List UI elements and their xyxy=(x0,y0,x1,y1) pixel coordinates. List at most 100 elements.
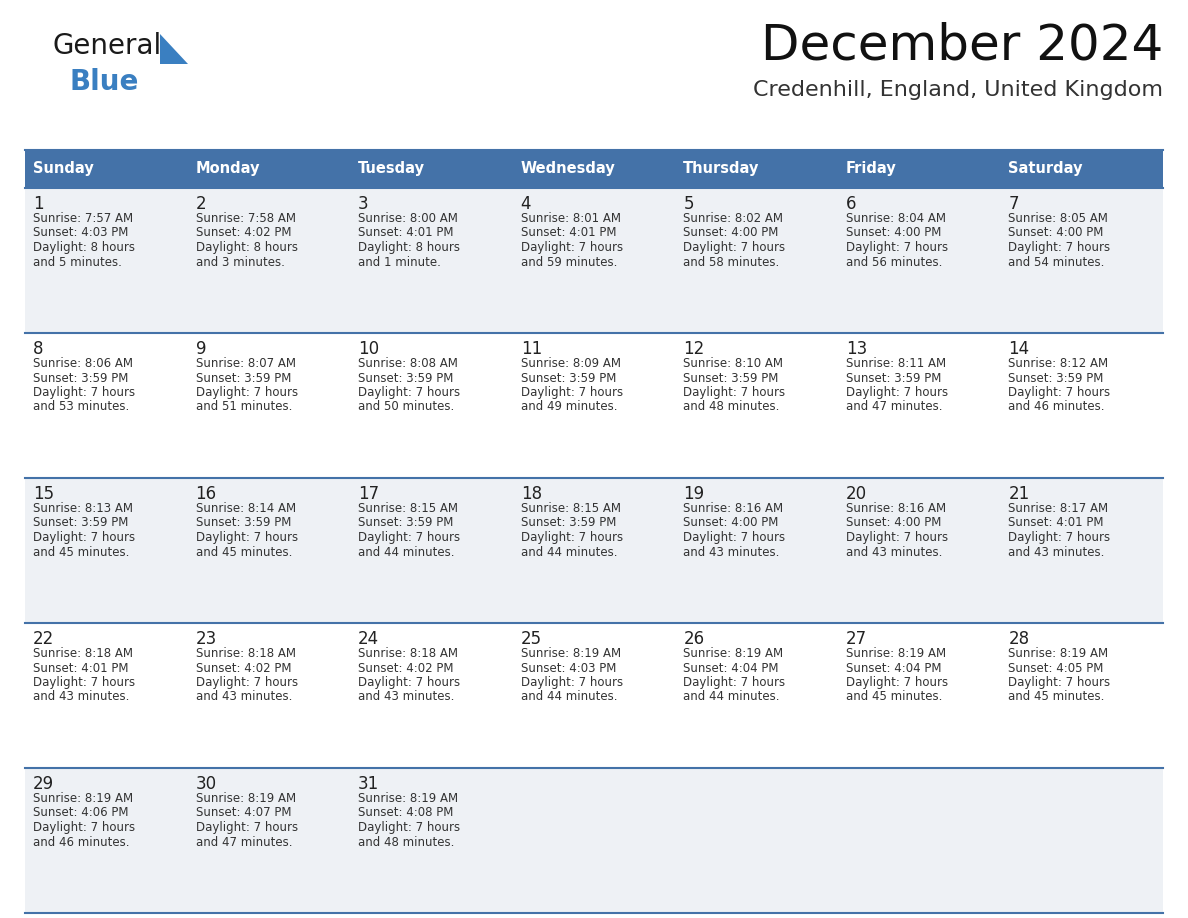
Text: Sunset: 4:08 PM: Sunset: 4:08 PM xyxy=(358,807,454,820)
Text: Wednesday: Wednesday xyxy=(520,162,615,176)
Bar xyxy=(25,768,1163,913)
Bar xyxy=(25,623,1163,768)
Text: Daylight: 7 hours: Daylight: 7 hours xyxy=(683,386,785,399)
Text: 9: 9 xyxy=(196,340,206,358)
Bar xyxy=(25,333,1163,478)
Text: Sunrise: 8:19 AM: Sunrise: 8:19 AM xyxy=(846,647,946,660)
Text: Sunrise: 8:04 AM: Sunrise: 8:04 AM xyxy=(846,212,946,225)
Text: Sunrise: 8:19 AM: Sunrise: 8:19 AM xyxy=(1009,647,1108,660)
Text: and 44 minutes.: and 44 minutes. xyxy=(520,690,618,703)
Text: Daylight: 7 hours: Daylight: 7 hours xyxy=(1009,386,1111,399)
Text: and 48 minutes.: and 48 minutes. xyxy=(358,835,455,848)
Text: Sunrise: 8:15 AM: Sunrise: 8:15 AM xyxy=(520,502,620,515)
Text: Daylight: 7 hours: Daylight: 7 hours xyxy=(1009,241,1111,254)
Text: and 43 minutes.: and 43 minutes. xyxy=(196,690,292,703)
Text: Sunset: 3:59 PM: Sunset: 3:59 PM xyxy=(358,517,454,530)
Text: Sunset: 3:59 PM: Sunset: 3:59 PM xyxy=(358,372,454,385)
Text: and 43 minutes.: and 43 minutes. xyxy=(358,690,455,703)
Text: 25: 25 xyxy=(520,630,542,648)
Text: Sunset: 4:02 PM: Sunset: 4:02 PM xyxy=(358,662,454,675)
Text: Daylight: 7 hours: Daylight: 7 hours xyxy=(196,821,298,834)
Text: Sunset: 4:07 PM: Sunset: 4:07 PM xyxy=(196,807,291,820)
Text: and 45 minutes.: and 45 minutes. xyxy=(33,545,129,558)
Text: 29: 29 xyxy=(33,775,55,793)
Text: 22: 22 xyxy=(33,630,55,648)
Text: Sunrise: 7:57 AM: Sunrise: 7:57 AM xyxy=(33,212,133,225)
Text: Daylight: 7 hours: Daylight: 7 hours xyxy=(33,676,135,689)
Text: 21: 21 xyxy=(1009,485,1030,503)
Text: Sunset: 4:01 PM: Sunset: 4:01 PM xyxy=(33,662,128,675)
Text: 8: 8 xyxy=(33,340,44,358)
Text: 1: 1 xyxy=(33,195,44,213)
Bar xyxy=(25,478,1163,623)
Text: Sunday: Sunday xyxy=(33,162,94,176)
Text: Sunset: 4:01 PM: Sunset: 4:01 PM xyxy=(1009,517,1104,530)
Text: and 53 minutes.: and 53 minutes. xyxy=(33,400,129,413)
Text: Sunset: 3:59 PM: Sunset: 3:59 PM xyxy=(520,372,617,385)
Text: Blue: Blue xyxy=(70,68,139,96)
Text: Daylight: 7 hours: Daylight: 7 hours xyxy=(1009,531,1111,544)
Text: Daylight: 7 hours: Daylight: 7 hours xyxy=(520,386,623,399)
Text: and 46 minutes.: and 46 minutes. xyxy=(1009,400,1105,413)
Text: 4: 4 xyxy=(520,195,531,213)
Text: and 47 minutes.: and 47 minutes. xyxy=(196,835,292,848)
Text: Sunrise: 8:06 AM: Sunrise: 8:06 AM xyxy=(33,357,133,370)
Text: Sunrise: 8:02 AM: Sunrise: 8:02 AM xyxy=(683,212,783,225)
Text: Thursday: Thursday xyxy=(683,162,759,176)
Text: Credenhill, England, United Kingdom: Credenhill, England, United Kingdom xyxy=(753,80,1163,100)
Polygon shape xyxy=(160,34,188,64)
Text: and 58 minutes.: and 58 minutes. xyxy=(683,255,779,268)
Bar xyxy=(188,150,350,188)
Text: 7: 7 xyxy=(1009,195,1019,213)
Text: Daylight: 7 hours: Daylight: 7 hours xyxy=(358,821,460,834)
Text: Sunrise: 8:12 AM: Sunrise: 8:12 AM xyxy=(1009,357,1108,370)
Text: 16: 16 xyxy=(196,485,216,503)
Text: 28: 28 xyxy=(1009,630,1030,648)
Text: Daylight: 7 hours: Daylight: 7 hours xyxy=(196,386,298,399)
Text: Daylight: 7 hours: Daylight: 7 hours xyxy=(33,821,135,834)
Text: Sunset: 4:03 PM: Sunset: 4:03 PM xyxy=(33,227,128,240)
Text: Sunset: 4:05 PM: Sunset: 4:05 PM xyxy=(1009,662,1104,675)
Text: Daylight: 7 hours: Daylight: 7 hours xyxy=(520,531,623,544)
Text: Sunrise: 8:15 AM: Sunrise: 8:15 AM xyxy=(358,502,459,515)
Text: Daylight: 7 hours: Daylight: 7 hours xyxy=(520,676,623,689)
Text: and 43 minutes.: and 43 minutes. xyxy=(33,690,129,703)
Text: Sunrise: 8:19 AM: Sunrise: 8:19 AM xyxy=(683,647,783,660)
Text: and 46 minutes.: and 46 minutes. xyxy=(33,835,129,848)
Text: 14: 14 xyxy=(1009,340,1030,358)
Text: Sunset: 3:59 PM: Sunset: 3:59 PM xyxy=(846,372,941,385)
Text: and 44 minutes.: and 44 minutes. xyxy=(358,545,455,558)
Text: Sunrise: 8:19 AM: Sunrise: 8:19 AM xyxy=(196,792,296,805)
Text: Sunset: 4:00 PM: Sunset: 4:00 PM xyxy=(1009,227,1104,240)
Text: 10: 10 xyxy=(358,340,379,358)
Bar xyxy=(25,188,1163,333)
Text: Sunset: 3:59 PM: Sunset: 3:59 PM xyxy=(196,372,291,385)
Text: and 1 minute.: and 1 minute. xyxy=(358,255,441,268)
Text: 18: 18 xyxy=(520,485,542,503)
Text: Daylight: 8 hours: Daylight: 8 hours xyxy=(196,241,297,254)
Text: and 49 minutes.: and 49 minutes. xyxy=(520,400,618,413)
Text: Daylight: 7 hours: Daylight: 7 hours xyxy=(33,531,135,544)
Text: Sunrise: 8:19 AM: Sunrise: 8:19 AM xyxy=(520,647,621,660)
Text: Daylight: 7 hours: Daylight: 7 hours xyxy=(1009,676,1111,689)
Text: 24: 24 xyxy=(358,630,379,648)
Text: Friday: Friday xyxy=(846,162,897,176)
Text: Daylight: 7 hours: Daylight: 7 hours xyxy=(33,386,135,399)
Text: Sunrise: 8:14 AM: Sunrise: 8:14 AM xyxy=(196,502,296,515)
Bar xyxy=(675,150,838,188)
Text: and 45 minutes.: and 45 minutes. xyxy=(1009,690,1105,703)
Text: Sunset: 4:02 PM: Sunset: 4:02 PM xyxy=(196,227,291,240)
Text: Sunrise: 8:18 AM: Sunrise: 8:18 AM xyxy=(196,647,296,660)
Text: 15: 15 xyxy=(33,485,55,503)
Text: Monday: Monday xyxy=(196,162,260,176)
Text: 30: 30 xyxy=(196,775,216,793)
Text: Sunrise: 8:05 AM: Sunrise: 8:05 AM xyxy=(1009,212,1108,225)
Text: Sunrise: 8:10 AM: Sunrise: 8:10 AM xyxy=(683,357,783,370)
Text: Sunset: 4:00 PM: Sunset: 4:00 PM xyxy=(683,517,778,530)
Text: December 2024: December 2024 xyxy=(760,22,1163,70)
Text: Sunrise: 7:58 AM: Sunrise: 7:58 AM xyxy=(196,212,296,225)
Text: Daylight: 7 hours: Daylight: 7 hours xyxy=(683,531,785,544)
Text: 13: 13 xyxy=(846,340,867,358)
Text: 2: 2 xyxy=(196,195,207,213)
Text: Daylight: 7 hours: Daylight: 7 hours xyxy=(520,241,623,254)
